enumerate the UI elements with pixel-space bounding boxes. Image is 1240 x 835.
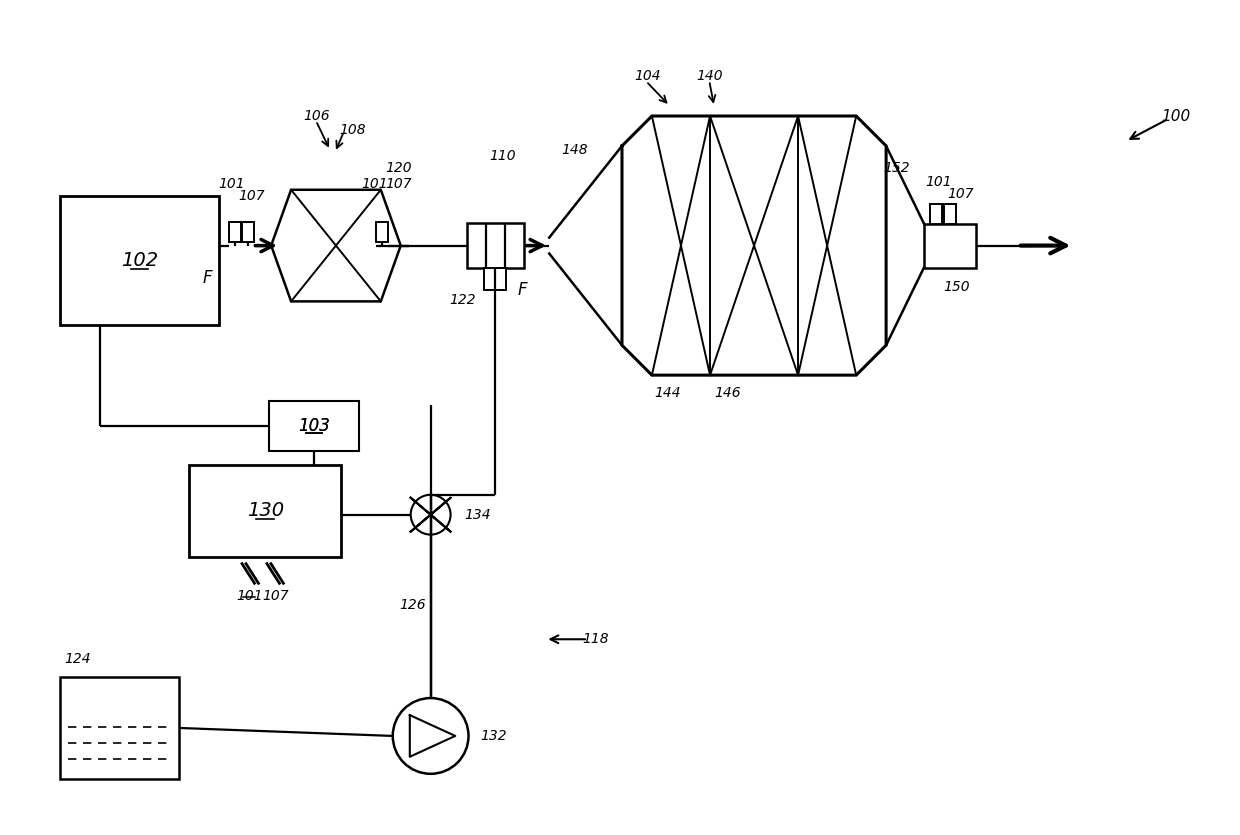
Text: 140: 140 — [697, 69, 723, 84]
Text: 101: 101 — [236, 590, 263, 604]
Bar — [60, 677, 180, 779]
Text: 107: 107 — [947, 187, 975, 200]
Text: 107: 107 — [386, 177, 412, 190]
Text: 124: 124 — [63, 652, 91, 666]
Text: 101: 101 — [925, 175, 952, 189]
Text: 103: 103 — [298, 417, 330, 435]
Text: 144: 144 — [655, 386, 681, 400]
Text: 101: 101 — [362, 177, 388, 190]
Text: 146: 146 — [714, 386, 742, 400]
Bar — [229, 221, 242, 241]
Text: 122: 122 — [449, 293, 476, 307]
Text: 102: 102 — [122, 251, 159, 270]
Bar — [466, 223, 525, 269]
Bar — [190, 465, 341, 557]
Text: F: F — [517, 281, 527, 300]
Bar — [485, 269, 506, 291]
Bar — [924, 224, 976, 267]
Text: 120: 120 — [386, 161, 412, 175]
Text: 101: 101 — [218, 177, 244, 190]
Text: 148: 148 — [560, 143, 588, 157]
Text: 132: 132 — [480, 729, 507, 743]
Text: 150: 150 — [944, 281, 970, 295]
Text: 134: 134 — [465, 508, 491, 522]
Text: 110: 110 — [489, 149, 516, 163]
Bar — [376, 221, 388, 241]
Text: 108: 108 — [340, 123, 366, 137]
Text: 152: 152 — [884, 161, 910, 175]
Text: F: F — [202, 270, 212, 287]
Text: 118: 118 — [583, 632, 609, 646]
Text: 104: 104 — [635, 69, 661, 84]
Text: 100: 100 — [1162, 109, 1190, 124]
Text: 107: 107 — [262, 590, 289, 604]
Text: 126: 126 — [399, 599, 427, 612]
Text: 130: 130 — [247, 501, 284, 520]
Bar — [242, 221, 254, 241]
Text: 106: 106 — [304, 109, 330, 123]
Bar — [269, 401, 358, 451]
Bar — [60, 195, 219, 326]
Text: 107: 107 — [238, 189, 264, 203]
Text: 103: 103 — [298, 417, 330, 435]
Bar — [944, 204, 956, 224]
Bar — [930, 204, 942, 224]
